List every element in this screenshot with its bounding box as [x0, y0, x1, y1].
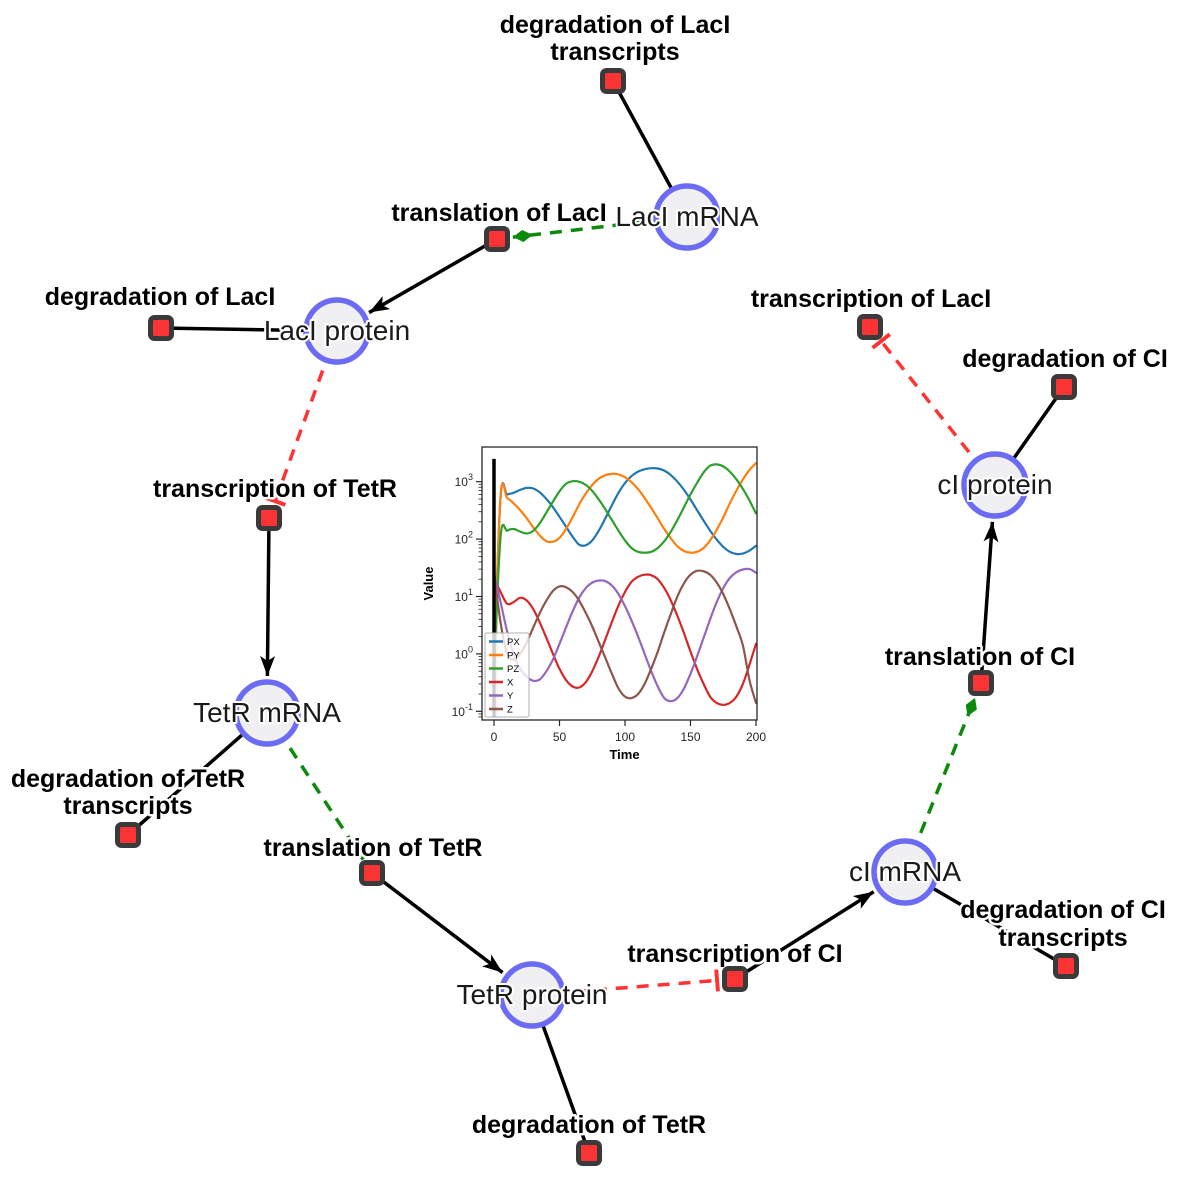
- species-labels: LacI mRNA LacI protein TetR mRNA TetR prote…: [191, 199, 1054, 1012]
- chart-legend-label-X: X: [507, 678, 514, 689]
- chart-x-axis-label: Time: [609, 747, 639, 762]
- reaction-label-deg-tetr-transcripts: degradation of TetR: [11, 765, 245, 793]
- reaction-label-translation-ci: translation of CI: [885, 643, 1075, 671]
- reaction-node-deg-laci: [148, 315, 174, 341]
- edge-production-translation-laci-to-laci-protein: [368, 237, 498, 315]
- reaction-label-deg-ci-transcripts-line2: transcripts: [998, 924, 1127, 952]
- species-label-ci-protein: cI protein: [937, 469, 1052, 500]
- reaction-label-transcription-laci: transcription of LacI: [751, 285, 991, 313]
- reaction-label-translation-tetr: translation of TetR: [264, 834, 483, 862]
- chart-series-Y: [492, 567, 757, 703]
- species-node-laci-mrna: [653, 183, 721, 251]
- chart-x-tick-label-200: 200: [746, 730, 766, 744]
- chart-legend: PX PY PZ XYZ: [484, 632, 530, 718]
- reaction-label-deg-tetr: degradation of TetR: [472, 1111, 706, 1139]
- reaction-node-deg-laci-transcripts: [600, 68, 626, 94]
- reaction-node-translation-tetr: [359, 860, 385, 886]
- chart-legend-label-PX: PX: [507, 637, 520, 648]
- reaction-label-deg-tetr-transcripts-line2: transcripts: [63, 792, 192, 820]
- reaction-node-translation-ci: [968, 670, 994, 696]
- chart-x-tick-label-50: 50: [553, 730, 567, 744]
- chart-y-tick-label-1e0: 100: [455, 644, 473, 661]
- reaction-labels: degradation of LacItranscriptstranslatio…: [8, 9, 1170, 1142]
- reaction-node-deg-tetr: [576, 1140, 602, 1166]
- chart-axis-ticks: 10-1 100 101 102 103 0 50 100 150 200: [452, 472, 767, 744]
- species-label-ci-mrna: cI mRNA: [849, 856, 961, 887]
- chart-y-axis-label: Value: [421, 567, 436, 601]
- species-label-laci-protein: LacI protein: [264, 315, 410, 346]
- reaction-node-transcription-tetr: [256, 505, 282, 531]
- chart-x-tick-label-150: 150: [680, 730, 700, 744]
- reaction-node-deg-ci: [1051, 374, 1077, 400]
- chart-axes-frame: [481, 446, 758, 721]
- reaction-label-deg-laci-transcripts: degradation of LacI: [500, 11, 731, 39]
- reaction-node-deg-tetr-transcripts: [115, 822, 141, 848]
- reaction-node-transcription-laci: [857, 314, 883, 340]
- species-node-tetr-mrna: [233, 679, 301, 747]
- chart-y-tick-label-1e1: 101: [455, 587, 473, 604]
- species-label-tetr-mrna: TetR mRNA: [193, 697, 341, 728]
- edge-production-transcription-ci-to-ci-mrna: [734, 890, 875, 981]
- reaction-label-deg-laci: degradation of LacI: [45, 283, 276, 311]
- reaction-label-deg-laci-transcripts-line2: transcripts: [550, 38, 679, 66]
- chart-y-tick-label-1e-1: 10-1: [452, 702, 473, 719]
- species-node-laci-protein: [303, 297, 371, 365]
- chart-x-tick-label-100: 100: [615, 730, 635, 744]
- reaction-label-transcription-ci: transcription of CI: [627, 940, 842, 968]
- reaction-label-transcription-tetr: transcription of TetR: [153, 475, 397, 503]
- species-node-ci-protein: [961, 451, 1029, 519]
- chart-series-PY: [492, 462, 757, 673]
- reaction-node-translation-laci: [484, 226, 510, 252]
- reaction-label-translation-laci: translation of LacI: [391, 199, 606, 227]
- species-node-tetr-protein: [498, 961, 566, 1029]
- nodes: [115, 68, 1079, 1166]
- reaction-node-deg-ci-transcripts: [1053, 953, 1079, 979]
- chart-legend-label-PY: PY: [507, 651, 520, 662]
- chart-y-tick-label-1e3: 103: [455, 472, 473, 489]
- chart-series-PZ: [492, 463, 757, 673]
- chart-y-tick-label-1e2: 102: [455, 530, 473, 547]
- chart-legend-label-PZ: PZ: [507, 664, 519, 675]
- species-node-ci-mrna: [871, 838, 939, 906]
- edge-production-translation-tetr-to-tetr-protein: [370, 871, 504, 974]
- chart-series-PX: [492, 467, 757, 673]
- chart-x-tick-label-0: 0: [491, 730, 498, 744]
- chart-background: [420, 430, 776, 770]
- reaction-label-deg-ci: degradation of CI: [962, 345, 1168, 373]
- species-label-tetr-protein: TetR protein: [457, 979, 608, 1010]
- edge-production-transcription-tetr-to-tetr-mrna: [260, 517, 276, 677]
- reaction-label-deg-ci-transcripts: degradation of CI: [960, 896, 1166, 924]
- species-label-laci-mrna: LacI mRNA: [615, 201, 758, 232]
- reaction-node-transcription-ci: [722, 966, 748, 992]
- chart-legend-label-Z: Z: [507, 705, 513, 716]
- edge-production-translation-ci-to-ci-protein: [979, 521, 999, 684]
- chart-series-Z: [492, 569, 757, 704]
- chart-legend-label-Y: Y: [507, 691, 514, 702]
